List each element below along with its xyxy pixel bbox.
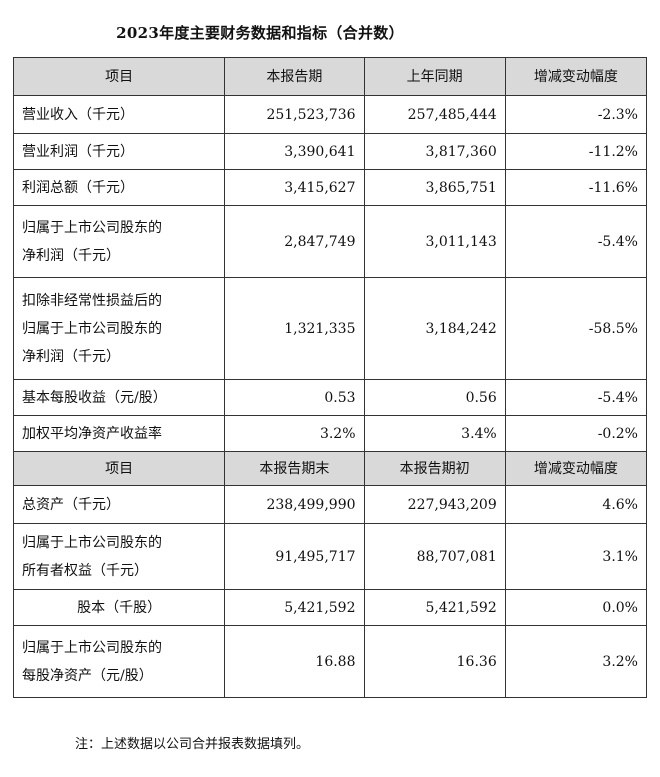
change-pct: -58.5% <box>504 277 648 380</box>
row-label: 加权平均净资产收益率 <box>12 415 226 452</box>
change-pct: -11.2% <box>504 133 648 170</box>
prior-value: 257,485,444 <box>363 95 506 134</box>
row-label-line: 净利润（千元） <box>22 348 120 365</box>
current-value: 3,415,627 <box>224 169 365 206</box>
header-row: 项目 本报告期末 本报告期初 增减变动幅度 <box>12 451 648 486</box>
column-header: 本报告期末 <box>224 451 365 486</box>
table-row: 营业收入（千元） 251,523,736 257,485,444 -2.3% <box>12 95 648 134</box>
row-label-line: 总资产（千元） <box>22 496 120 513</box>
table-row: 营业利润（千元） 3,390,641 3,817,360 -11.2% <box>12 133 648 170</box>
prior-value: 5,421,592 <box>363 589 506 626</box>
table-row: 股本（千股） 5,421,592 5,421,592 0.0% <box>12 589 648 626</box>
financial-table-body: 项目 本报告期 上年同期 增减变动幅度 营业收入（千元） 251,523,736 257,4… <box>12 57 648 698</box>
financial-table: 项目 本报告期 上年同期 增减变动幅度 营业收入（千元） 251,523,736 257,4… <box>12 57 648 698</box>
row-label-line: 股本（千股） <box>77 599 162 616</box>
change-pct: -11.6% <box>504 169 648 206</box>
current-value: 0.53 <box>224 379 365 416</box>
change-pct: -5.4% <box>504 379 648 416</box>
row-label-line: 归属于上市公司股东的 <box>22 320 162 337</box>
column-header: 上年同期 <box>363 57 506 96</box>
row-label-line: 归属于上市公司股东的 <box>22 219 162 236</box>
table-row: 归属于上市公司股东的 净利润（千元） 2,847,749 3,011,143 -5.4% <box>12 205 648 278</box>
row-label: 股本（千股） <box>12 589 226 626</box>
column-header: 增减变动幅度 <box>504 451 648 486</box>
row-label: 归属于上市公司股东的 每股净资产（元/股） <box>12 625 226 698</box>
current-value: 16.88 <box>224 625 365 698</box>
table-row: 总资产（千元） 238,499,990 227,943,209 4.6% <box>12 485 648 524</box>
current-value: 238,499,990 <box>224 485 365 524</box>
column-header: 项目 <box>12 451 226 486</box>
row-label: 营业利润（千元） <box>12 133 226 170</box>
table-row: 利润总额（千元） 3,415,627 3,865,751 -11.6% <box>12 169 648 206</box>
change-pct: 4.6% <box>504 485 648 524</box>
row-label-line: 营业收入（千元） <box>22 106 134 123</box>
current-value: 251,523,736 <box>224 95 365 134</box>
prior-value: 16.36 <box>363 625 506 698</box>
change-pct: -5.4% <box>504 205 648 278</box>
prior-value: 0.56 <box>363 379 506 416</box>
prior-value: 3,865,751 <box>363 169 506 206</box>
row-label: 营业收入（千元） <box>12 95 226 134</box>
prior-value: 3.4% <box>363 415 506 452</box>
column-header: 项目 <box>12 57 226 96</box>
row-label: 利润总额（千元） <box>12 169 226 206</box>
row-label-line: 营业利润（千元） <box>22 143 134 160</box>
change-pct: 0.0% <box>504 589 648 626</box>
change-pct: -0.2% <box>504 415 648 452</box>
row-label-line: 扣除非经常性损益后的 <box>22 292 162 309</box>
prior-value: 88,707,081 <box>363 523 506 590</box>
row-label: 归属于上市公司股东的 净利润（千元） <box>12 205 226 278</box>
table-row: 基本每股收益（元/股） 0.53 0.56 -5.4% <box>12 379 648 416</box>
row-label-line: 加权平均净资产收益率 <box>22 425 162 442</box>
row-label: 扣除非经常性损益后的 归属于上市公司股东的 净利润（千元） <box>12 277 226 380</box>
prior-value: 227,943,209 <box>363 485 506 524</box>
column-header: 增减变动幅度 <box>504 57 648 96</box>
row-label-line: 基本每股收益（元/股） <box>22 389 167 406</box>
header-row: 项目 本报告期 上年同期 增减变动幅度 <box>12 57 648 96</box>
table-row: 扣除非经常性损益后的 归属于上市公司股东的 净利润（千元） 1,321,335 3,18… <box>12 277 648 380</box>
table-row: 归属于上市公司股东的 每股净资产（元/股） 16.88 16.36 3.2% <box>12 625 648 698</box>
change-pct: 3.1% <box>504 523 648 590</box>
prior-value: 3,011,143 <box>363 205 506 278</box>
row-label-line: 所有者权益（千元） <box>22 562 148 579</box>
current-value: 91,495,717 <box>224 523 365 590</box>
current-value: 3.2% <box>224 415 365 452</box>
current-value: 1,321,335 <box>224 277 365 380</box>
row-label: 归属于上市公司股东的 所有者权益（千元） <box>12 523 226 590</box>
footnote: 注：上述数据以公司合并报表数据填列。 <box>75 737 310 752</box>
row-label: 总资产（千元） <box>12 485 226 524</box>
current-value: 3,390,641 <box>224 133 365 170</box>
row-label: 基本每股收益（元/股） <box>12 379 226 416</box>
table-row: 加权平均净资产收益率 3.2% 3.4% -0.2% <box>12 415 648 452</box>
column-header: 本报告期 <box>224 57 365 96</box>
change-pct: 3.2% <box>504 625 648 698</box>
current-value: 5,421,592 <box>224 589 365 626</box>
row-label-line: 归属于上市公司股东的 <box>22 534 162 551</box>
column-header: 本报告期初 <box>363 451 506 486</box>
table-row: 归属于上市公司股东的 所有者权益（千元） 91,495,717 88,707,081 3… <box>12 523 648 590</box>
current-value: 2,847,749 <box>224 205 365 278</box>
row-label-line: 归属于上市公司股东的 <box>22 639 162 656</box>
prior-value: 3,817,360 <box>363 133 506 170</box>
change-pct: -2.3% <box>504 95 648 134</box>
row-label-line: 利润总额（千元） <box>22 179 134 196</box>
row-label-line: 每股净资产（元/股） <box>22 667 153 684</box>
prior-value: 3,184,242 <box>363 277 506 380</box>
report-title: 2023年度主要财务数据和指标（合并数） <box>116 24 404 42</box>
row-label-line: 净利润（千元） <box>22 247 120 264</box>
